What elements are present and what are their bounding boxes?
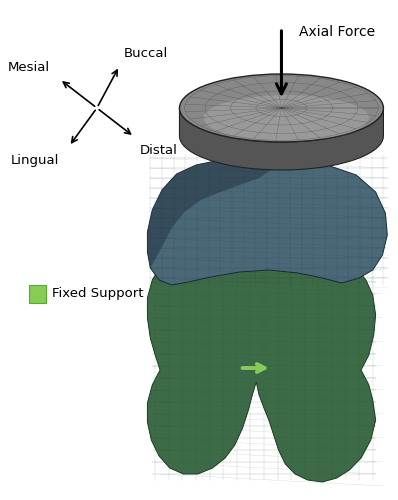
- Text: Fixed Support: Fixed Support: [52, 288, 144, 300]
- Text: Lingual: Lingual: [11, 154, 59, 167]
- Ellipse shape: [179, 74, 383, 142]
- Text: Mesial: Mesial: [8, 60, 50, 74]
- Polygon shape: [147, 152, 387, 285]
- Polygon shape: [147, 250, 376, 482]
- Bar: [29, 285, 47, 303]
- Polygon shape: [147, 152, 279, 268]
- Polygon shape: [179, 108, 383, 170]
- Text: Buccal: Buccal: [123, 48, 168, 60]
- Ellipse shape: [204, 95, 369, 141]
- Text: Distal: Distal: [140, 144, 178, 158]
- Text: Axial Force: Axial Force: [299, 25, 375, 39]
